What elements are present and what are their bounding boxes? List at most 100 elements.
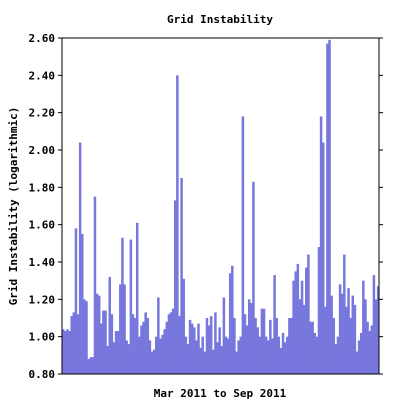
bar [199, 347, 202, 374]
bar [330, 295, 333, 374]
bar [281, 332, 285, 374]
bar [205, 318, 209, 374]
bars-group [62, 39, 380, 375]
bar [370, 325, 374, 374]
bar [347, 288, 350, 374]
bar [108, 276, 111, 374]
y-tick-label: 2.00 [29, 144, 56, 157]
bar [376, 286, 380, 374]
bar [264, 336, 268, 374]
bar [319, 116, 323, 375]
bar [317, 247, 321, 374]
bar [140, 325, 143, 374]
bar [247, 299, 251, 374]
bar [374, 299, 378, 374]
bar [366, 321, 369, 374]
bar [119, 284, 122, 374]
bar [321, 142, 325, 374]
bar [127, 344, 131, 374]
bar [212, 349, 215, 374]
bar [313, 332, 316, 374]
bar [197, 323, 200, 374]
bar [288, 318, 291, 374]
bar [372, 275, 376, 374]
x-axis-label: Mar 2011 to Sep 2011 [154, 387, 287, 400]
bar [309, 321, 312, 374]
bar [324, 306, 327, 374]
y-axis-label: Grid Instability (logarithmic) [7, 107, 20, 306]
bar [201, 336, 204, 374]
y-tick-label: 1.20 [29, 293, 56, 306]
bar [345, 306, 348, 374]
bar [138, 336, 141, 374]
bar [292, 280, 295, 374]
bar [146, 318, 150, 374]
bar [142, 321, 145, 374]
bar [279, 347, 283, 374]
bar [271, 338, 274, 374]
bar [68, 331, 71, 374]
bar [220, 346, 224, 374]
bar [188, 319, 192, 374]
bar [349, 318, 352, 374]
bar [100, 323, 103, 374]
bar [91, 357, 95, 374]
y-tick-label: 2.60 [29, 32, 56, 45]
bar [121, 237, 124, 374]
bar [351, 295, 355, 374]
bar [300, 280, 304, 374]
bar [154, 336, 158, 374]
bar [256, 327, 259, 374]
bar [114, 331, 118, 374]
bar [182, 278, 185, 374]
bar [326, 43, 329, 374]
bar [104, 310, 107, 374]
bar [359, 332, 363, 374]
plot-frame [61, 37, 380, 375]
bar [174, 200, 177, 374]
bar [277, 336, 281, 374]
bar [296, 263, 300, 374]
bar [144, 312, 147, 374]
bar [250, 303, 253, 374]
bar [157, 297, 160, 374]
bar [311, 321, 314, 374]
bar [231, 265, 234, 374]
bar [62, 329, 65, 374]
bar [64, 331, 67, 374]
y-axis: 0.80 1.00 1.20 1.40 1.60 1.80 2.00 2.20 2.40 2.60 [29, 32, 383, 381]
bar [106, 346, 109, 374]
bar [290, 318, 293, 374]
bar [95, 293, 99, 374]
bar [228, 273, 232, 374]
bar [102, 310, 105, 374]
bar [150, 351, 154, 374]
bar [362, 280, 365, 374]
bar [315, 336, 319, 374]
bar [207, 325, 211, 374]
bar [328, 39, 331, 375]
bar [165, 321, 169, 374]
bar [252, 181, 255, 374]
bar [125, 340, 128, 374]
bar [178, 316, 181, 374]
bar [269, 319, 272, 374]
bar [305, 267, 308, 374]
y-tick-label: 1.80 [29, 181, 56, 194]
bar [364, 299, 367, 374]
y-tick-label: 0.80 [29, 368, 56, 381]
bar [260, 308, 264, 374]
bar [81, 234, 84, 374]
bar [131, 314, 135, 374]
bar [294, 271, 297, 374]
bar [74, 228, 78, 374]
bar [66, 329, 69, 374]
bar [266, 340, 270, 374]
bar [254, 318, 257, 374]
bar [241, 116, 245, 375]
bar [273, 275, 276, 374]
bar [224, 336, 228, 374]
bar [203, 351, 207, 374]
bar [133, 318, 137, 374]
